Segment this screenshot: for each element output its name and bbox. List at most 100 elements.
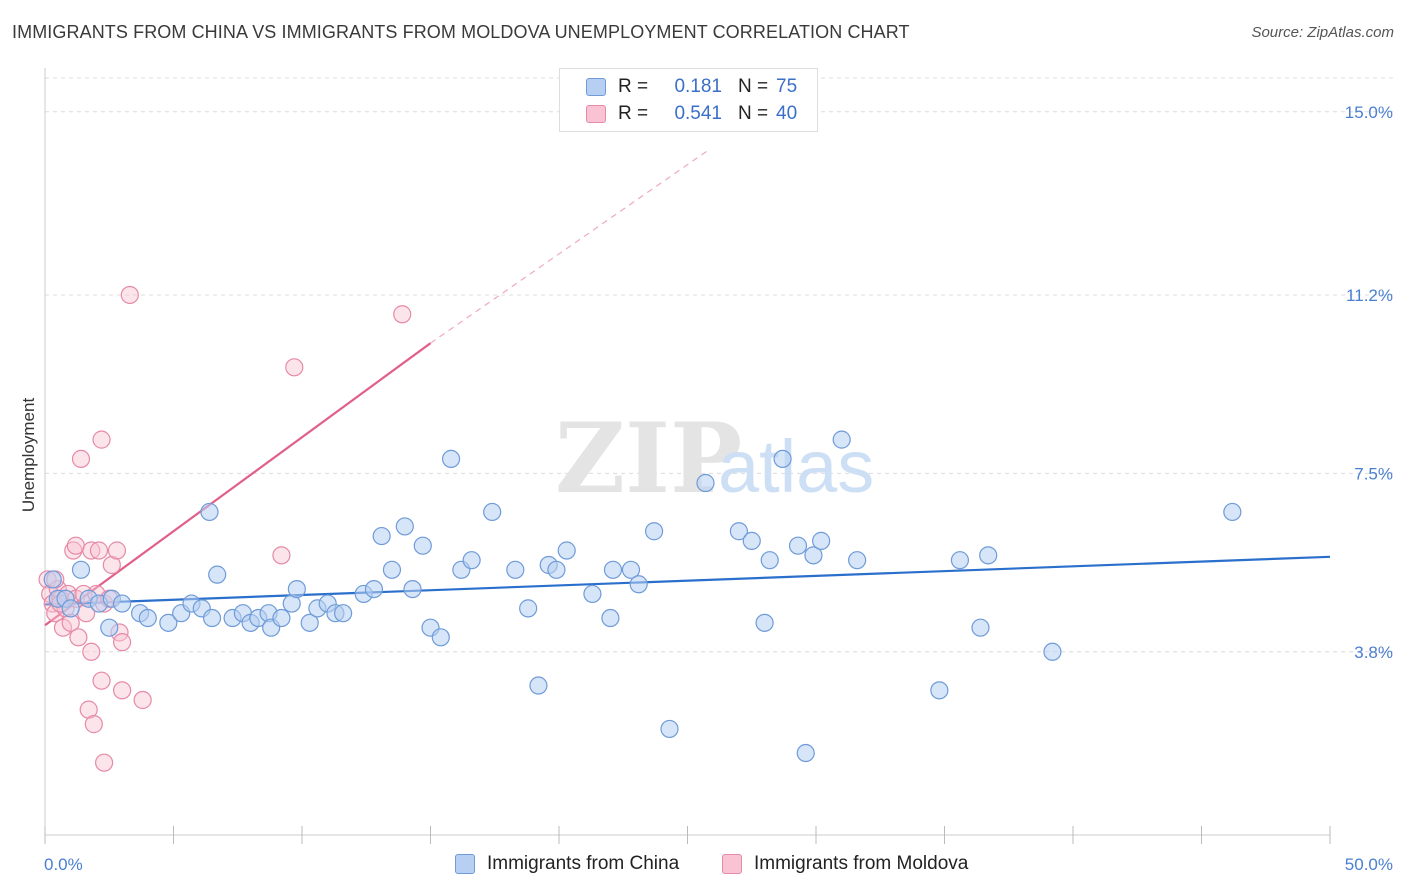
china-point <box>483 502 502 522</box>
moldova-legend-label: Immigrants from Moldova <box>754 853 969 874</box>
r-label: R = <box>618 76 649 97</box>
moldova-point <box>112 633 132 652</box>
china-point <box>395 517 414 536</box>
china-point <box>930 681 949 700</box>
china-swatch <box>455 854 475 874</box>
china-point <box>431 628 450 647</box>
china-point <box>138 608 157 628</box>
china-point <box>848 551 867 570</box>
china-point <box>441 449 461 469</box>
china-point <box>696 473 715 493</box>
correlation-legend: R = 0.181 N = 75 R = 0.541 N = 40 <box>559 68 818 132</box>
moldova-point <box>79 700 98 719</box>
moldova-point <box>393 305 412 324</box>
china-point <box>644 522 664 541</box>
china-point <box>788 536 808 555</box>
n-value: 40 <box>776 103 798 124</box>
china-point <box>601 608 620 628</box>
china-point <box>629 575 648 594</box>
chart-title: IMMIGRANTS FROM CHINA VS IMMIGRANTS FROM… <box>12 22 910 42</box>
moldova-point <box>112 681 132 700</box>
x-tick-label: 0.0% <box>44 855 83 874</box>
moldova-points <box>38 285 412 772</box>
y-tick-label: 3.8% <box>1354 643 1393 662</box>
n-label: N = <box>738 103 769 124</box>
moldova-point <box>64 541 83 560</box>
moldova-point <box>120 285 139 305</box>
china-point <box>519 599 538 618</box>
china-point <box>547 560 566 579</box>
china-point <box>773 449 792 469</box>
china-point <box>382 560 402 579</box>
china-point <box>71 560 91 579</box>
china-point <box>760 551 779 570</box>
legend-row-moldova: R = 0.541 N = 40 <box>586 102 797 126</box>
china-point <box>462 551 481 570</box>
watermark-zip: ZIP <box>555 402 742 515</box>
moldova-point <box>107 541 127 560</box>
china-point <box>1043 642 1062 661</box>
y-axis-label: Unemployment <box>19 398 38 513</box>
watermark-atlas: atlas <box>718 425 874 508</box>
moldova-point <box>133 690 152 710</box>
x-tick-label: 50.0% <box>1345 855 1393 874</box>
china-point <box>583 584 602 604</box>
china-point <box>804 546 823 565</box>
moldova-point <box>84 715 103 734</box>
china-point <box>200 502 219 522</box>
n-label: N = <box>738 76 769 97</box>
axes <box>44 68 1331 844</box>
china-swatch <box>586 78 606 96</box>
y-tick-label: 15.0% <box>1345 103 1393 122</box>
r-value: 0.541 <box>674 103 722 124</box>
china-point <box>971 618 990 637</box>
china-point <box>1223 502 1242 522</box>
moldova-point <box>66 536 85 555</box>
china-point <box>529 676 548 695</box>
moldova-point <box>69 628 88 647</box>
china-point <box>950 551 970 570</box>
china-point <box>208 565 227 584</box>
china-point <box>755 613 774 632</box>
r-label: R = <box>618 103 649 124</box>
china-point <box>61 599 80 618</box>
china-points <box>43 430 1242 763</box>
china-point <box>796 743 815 763</box>
china-point <box>159 613 178 632</box>
moldova-swatch <box>586 105 606 123</box>
china-point <box>372 526 391 546</box>
moldova-trendline-extension <box>430 149 709 344</box>
china-point <box>506 560 525 579</box>
n-value: 75 <box>776 76 798 97</box>
y-tick-label: 11.2% <box>1346 286 1393 305</box>
trendlines <box>44 149 1331 627</box>
moldova-point <box>71 449 91 469</box>
china-point <box>621 560 641 579</box>
moldova-trendline <box>44 342 432 627</box>
china-point <box>557 541 576 560</box>
moldova-point <box>285 358 304 377</box>
legend-row-china: R = 0.181 N = 75 <box>586 75 797 99</box>
china-point <box>413 536 432 555</box>
china-point <box>660 719 679 739</box>
china-point <box>403 579 422 599</box>
china-point <box>272 608 291 628</box>
china-point <box>729 522 749 541</box>
china-point <box>832 430 851 449</box>
china-point <box>43 570 62 589</box>
moldova-point <box>82 541 101 560</box>
china-point <box>603 560 623 579</box>
china-point <box>100 618 119 637</box>
china-trendline <box>44 555 1331 606</box>
moldova-point <box>92 671 111 690</box>
bottom-legend-moldova[interactable]: Immigrants from Moldova <box>722 852 968 876</box>
bottom-legend-china[interactable]: Immigrants from China <box>455 852 679 876</box>
moldova-point <box>82 642 101 661</box>
moldova-point <box>95 753 114 772</box>
china-point <box>287 579 306 599</box>
moldova-point <box>272 546 291 565</box>
y-tick-label: 7.5% <box>1354 464 1393 483</box>
china-point <box>202 608 222 628</box>
china-point <box>364 579 384 599</box>
